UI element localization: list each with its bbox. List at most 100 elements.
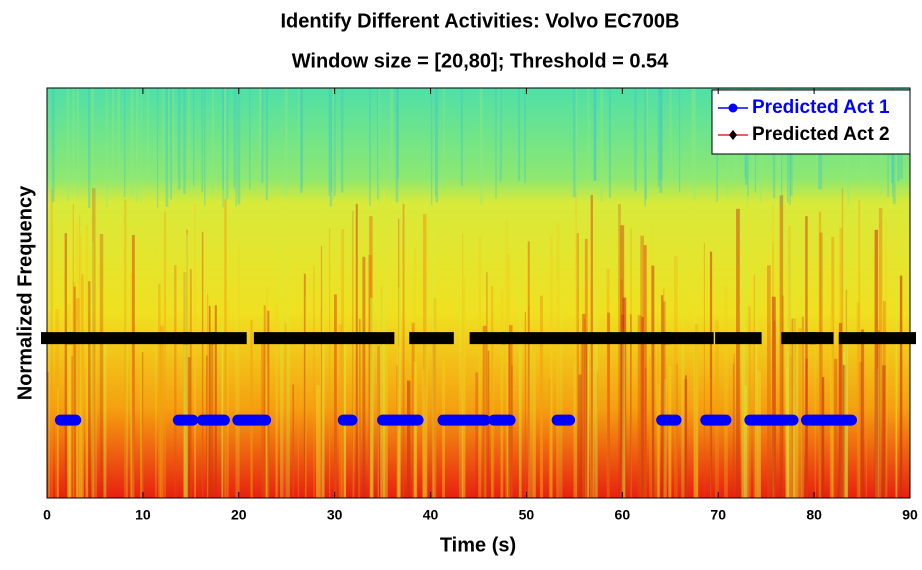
spectrogram-stripe xyxy=(396,88,399,179)
spectrogram-stripe xyxy=(187,357,191,498)
spectrogram-stripe xyxy=(263,305,266,498)
spectrogram-stripe xyxy=(300,88,303,193)
spectrogram-stripe xyxy=(505,219,509,498)
spectrogram-stripe xyxy=(303,273,306,498)
spectrogram-stripe xyxy=(259,88,263,187)
spectrogram-stripe xyxy=(250,319,253,498)
spectrogram-stripe xyxy=(877,348,881,498)
spectrogram-stripe xyxy=(362,256,366,498)
spectrogram-stripe xyxy=(227,300,229,498)
spectrogram-stripe xyxy=(630,228,632,498)
spectrogram-stripe xyxy=(651,265,655,498)
spectrogram-stripe xyxy=(330,88,333,192)
spectrogram-stripe xyxy=(341,229,345,498)
spectrogram-stripe xyxy=(73,286,76,498)
x-tick-label: 70 xyxy=(710,507,726,523)
spectrogram-stripe xyxy=(390,88,394,189)
spectrogram-stripe xyxy=(329,88,333,207)
spectrogram-stripe xyxy=(585,339,588,498)
y-axis-label: Normalized Frequency xyxy=(14,185,36,400)
spectrogram-stripe xyxy=(788,356,792,498)
spectrogram-stripe xyxy=(858,361,863,498)
spectrogram-stripe xyxy=(805,216,808,498)
spectrogram-stripe xyxy=(430,88,433,205)
spectrogram-stripe xyxy=(159,325,164,498)
spectrogram-stripe xyxy=(378,88,380,203)
spectrogram-stripe xyxy=(772,320,776,498)
spectrogram-stripe xyxy=(527,241,530,498)
spectrogram-stripe xyxy=(573,362,575,498)
spectrogram-stripe xyxy=(724,286,728,498)
spectrogram-stripe xyxy=(333,88,336,196)
spectrogram-stripe xyxy=(395,88,399,203)
legend: Predicted Act 1 Predicted Act 2 xyxy=(711,89,911,155)
spectrogram-stripe xyxy=(524,88,526,184)
spectrogram-stripe xyxy=(842,364,847,498)
spectrogram-stripe xyxy=(340,88,344,193)
spectrogram-stripe xyxy=(805,358,808,498)
spectrogram-stripe xyxy=(222,88,224,190)
spectrogram-stripe xyxy=(874,229,879,498)
spectrogram-stripe xyxy=(607,312,610,498)
spectrogram-stripe xyxy=(482,325,487,498)
spectrogram-stripe xyxy=(648,356,652,498)
spectrogram-stripe xyxy=(81,274,84,498)
spectrogram-stripe xyxy=(685,375,687,498)
spectrogram-stripe xyxy=(575,88,578,198)
spectrogram-stripe xyxy=(653,334,657,498)
spectrogram-stripe xyxy=(130,88,134,197)
spectrogram-stripe xyxy=(506,253,510,498)
spectrogram-stripe xyxy=(76,298,80,498)
spectrogram-stripe xyxy=(328,88,330,196)
spectrogram-stripe xyxy=(681,255,685,498)
spectrogram-stripe xyxy=(304,296,307,498)
spectrogram-stripe xyxy=(140,88,142,204)
spectrogram-stripe xyxy=(87,88,91,208)
spectrogram-stripe xyxy=(478,236,482,498)
spectrogram-stripe xyxy=(580,332,583,498)
spectrogram-stripe xyxy=(298,88,300,187)
spectrogram-stripe xyxy=(170,88,173,200)
spectrogram-stripe xyxy=(755,198,758,498)
spectrogram-stripe xyxy=(206,293,209,498)
spectrogram-stripe xyxy=(158,283,161,498)
spectrogram-stripe xyxy=(48,311,51,498)
spectrogram-stripe xyxy=(105,88,108,207)
spectrogram-stripe xyxy=(434,88,437,197)
spectrogram-stripe xyxy=(172,88,175,181)
spectrogram-stripe xyxy=(733,353,735,498)
spectrogram-stripe xyxy=(140,332,144,498)
spectrogram-stripe xyxy=(238,242,240,498)
spectrogram-stripe xyxy=(224,88,227,201)
legend-marker xyxy=(728,103,738,113)
spectrogram-stripe xyxy=(663,287,665,498)
spectrogram-stripe xyxy=(637,315,642,498)
spectrogram-stripe xyxy=(320,245,323,498)
spectrogram-stripe xyxy=(829,313,833,498)
spectrogram-stripe xyxy=(235,88,237,207)
spectrogram-stripe xyxy=(644,88,647,206)
spectrogram-stripe xyxy=(265,287,268,498)
spectrogram-stripe xyxy=(732,363,735,498)
spectrogram-stripe xyxy=(222,88,224,208)
spectrogram-stripe xyxy=(518,268,522,498)
spectrogram-stripe xyxy=(162,88,165,179)
spectrogram-stripe xyxy=(595,288,598,498)
spectrogram-stripe xyxy=(380,295,384,498)
spectrogram-stripe xyxy=(787,226,791,498)
spectrogram-stripe xyxy=(767,265,771,498)
spectrogram-stripe xyxy=(479,88,483,205)
spectrogram-stripe xyxy=(163,211,167,498)
spectrogram-stripe xyxy=(801,242,805,498)
spectrogram-stripe xyxy=(663,379,667,498)
spectrogram-stripe xyxy=(693,205,696,498)
spectrogram-stripe xyxy=(156,88,159,208)
spectrogram-stripe xyxy=(461,386,464,498)
spectrogram-stripe xyxy=(406,380,411,498)
spectrogram-stripe xyxy=(582,313,586,498)
spectrogram-stripe xyxy=(259,88,262,181)
spectrogram-stripe xyxy=(590,195,593,498)
spectrogram-stripe xyxy=(64,233,68,498)
spectrogram-stripe xyxy=(785,367,790,498)
